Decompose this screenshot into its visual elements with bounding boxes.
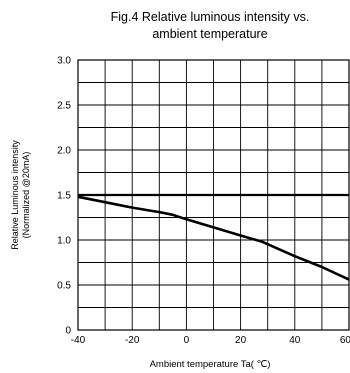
- y-tick-labels: 0 0.5 1.0 1.5 2.0 2.5 3.0: [57, 56, 71, 337]
- x-tick-label: -40: [71, 335, 86, 346]
- x-tick-label: -20: [125, 335, 140, 346]
- x-tick-label: 40: [289, 335, 301, 346]
- y-tick-label: 3.0: [57, 56, 71, 67]
- y-axis-label-group: Relative Luminous intensity (Normalized …: [10, 140, 31, 250]
- y-tick-label: 0: [65, 326, 71, 337]
- y-axis-label-sub: (Normalized @20mA): [21, 152, 31, 239]
- y-tick-label: 0.5: [57, 281, 71, 292]
- x-tick-labels: -40 -20 0 20 40 60: [71, 335, 350, 346]
- y-tick-label: 1.0: [57, 236, 71, 247]
- plot-frame: [77, 59, 350, 331]
- y-tick-label: 1.5: [57, 191, 71, 202]
- y-tick-label: 2.5: [57, 101, 71, 112]
- x-tick-label: 60: [340, 335, 350, 346]
- chart-subtitle: ambient temperature: [152, 27, 267, 41]
- grid: [78, 60, 349, 330]
- chart-title: Fig.4 Relative luminous intensity vs.: [111, 10, 310, 24]
- plot-frame-group: [77, 59, 350, 331]
- x-axis-label: Ambient temperature Ta( ℃): [150, 359, 271, 370]
- y-axis-label: Relative Luminous intensity: [10, 140, 20, 250]
- x-tick-label: 20: [235, 335, 247, 346]
- series-group: [77, 195, 350, 281]
- series-line: [77, 195, 350, 281]
- x-tick-label: 0: [184, 335, 190, 346]
- y-tick-label: 2.0: [57, 146, 71, 157]
